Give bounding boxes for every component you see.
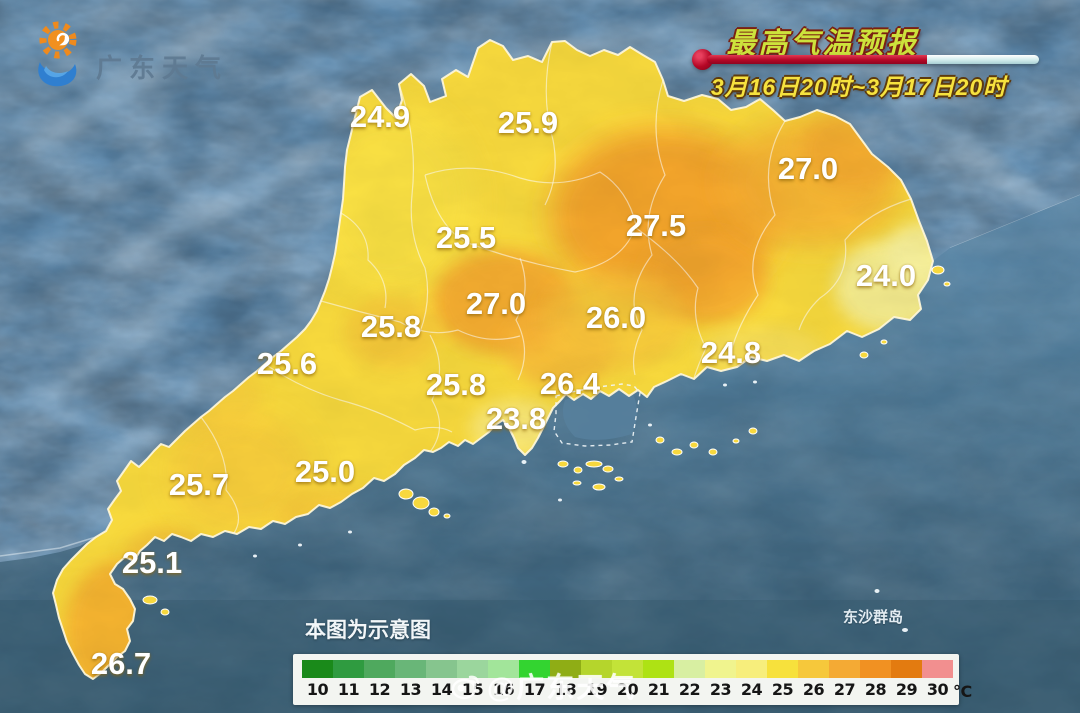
legend-tick-label: 21	[647, 680, 670, 699]
legend-item: 15	[457, 660, 488, 701]
legend-unit-label: °C	[953, 682, 972, 701]
legend-tick-label: 24	[740, 680, 763, 699]
legend-item: 17	[519, 660, 550, 701]
brand-name: 广东天气	[96, 53, 229, 83]
legend-unit: °C	[953, 660, 981, 701]
legend-panel: 10 11 12 13 14 15 16 17 18 19 20 21 22 23 24 25 26 27 28 29…	[293, 654, 972, 705]
thermometer-tube	[927, 55, 1039, 64]
legend-tick-label: 16	[492, 680, 515, 699]
coastal-islands	[142, 265, 951, 616]
legend-tick-label: 18	[554, 680, 577, 699]
legend-tick-label: 30	[926, 680, 949, 699]
legend-color-scale: 10 11 12 13 14 15 16 17 18 19 20 21 22 23 24 25 26 27 28 29…	[302, 660, 981, 701]
hongkong-terrain	[562, 389, 637, 440]
legend-item: 28	[860, 660, 891, 701]
legend-swatch	[488, 660, 519, 678]
legend-tick-label: 13	[399, 680, 422, 699]
legend-item: 30	[922, 660, 953, 701]
legend-swatch	[767, 660, 798, 678]
legend-tick-label: 22	[678, 680, 701, 699]
legend-item: 25	[767, 660, 798, 701]
legend-swatch	[674, 660, 705, 678]
legend-swatch	[364, 660, 395, 678]
sea-specks	[253, 380, 908, 632]
legend-item: 21	[643, 660, 674, 701]
legend-tick-label: 10	[306, 680, 329, 699]
legend-item: 29	[891, 660, 922, 701]
legend-swatch	[519, 660, 550, 678]
legend-item: 20	[612, 660, 643, 701]
legend-swatch	[922, 660, 953, 678]
legend-swatch	[581, 660, 612, 678]
legend-item: 12	[364, 660, 395, 701]
legend-swatch	[705, 660, 736, 678]
legend-swatch	[736, 660, 767, 678]
dongsha-islands-label: 东沙群岛	[843, 609, 904, 626]
legend-swatch	[550, 660, 581, 678]
legend-item: 19	[581, 660, 612, 701]
legend-item: 18	[550, 660, 581, 701]
legend-item: 13	[395, 660, 426, 701]
legend-item: 11	[333, 660, 364, 701]
legend-swatch	[643, 660, 674, 678]
legend-tick-label: 20	[616, 680, 639, 699]
legend-tick-label: 27	[833, 680, 856, 699]
legend-tick-label: 19	[585, 680, 608, 699]
legend-item: 22	[674, 660, 705, 701]
legend-item: 27	[829, 660, 860, 701]
legend-tick-label: 28	[864, 680, 887, 699]
thermometer-fill	[707, 55, 927, 64]
legend-swatch	[829, 660, 860, 678]
legend-swatch	[612, 660, 643, 678]
legend-tick-label: 12	[368, 680, 391, 699]
legend-swatch	[457, 660, 488, 678]
legend-item: 16	[488, 660, 519, 701]
province-outline	[52, 39, 934, 680]
map-disclaimer: 本图为示意图	[305, 619, 431, 642]
brand-logo-icon	[38, 21, 77, 87]
legend-tick-label: 14	[430, 680, 453, 699]
legend-item: 23	[705, 660, 736, 701]
legend-tick-label: 17	[523, 680, 546, 699]
legend-swatch	[860, 660, 891, 678]
legend-tick-label: 29	[895, 680, 918, 699]
legend-swatch	[302, 660, 333, 678]
legend-swatch	[395, 660, 426, 678]
page-title: 最高气温预报	[726, 28, 919, 60]
legend-tick-label: 11	[337, 680, 360, 699]
legend-swatch	[798, 660, 829, 678]
legend-swatch	[426, 660, 457, 678]
legend-tick-label: 23	[709, 680, 732, 699]
thermometer-graphic	[692, 49, 1044, 71]
legend-tick-label: 25	[771, 680, 794, 699]
legend-item: 14	[426, 660, 457, 701]
legend-tick-label: 26	[802, 680, 825, 699]
brand-logo: 广东天气	[28, 18, 268, 104]
legend-item: 24	[736, 660, 767, 701]
legend-item: 26	[798, 660, 829, 701]
legend-tick-label: 15	[461, 680, 484, 699]
legend-swatch	[891, 660, 922, 678]
forecast-period: 3月16日20时~3月17日20时	[710, 74, 1008, 100]
legend-item: 10	[302, 660, 333, 701]
legend-swatch	[333, 660, 364, 678]
thermometer-bulb-icon	[692, 49, 713, 70]
